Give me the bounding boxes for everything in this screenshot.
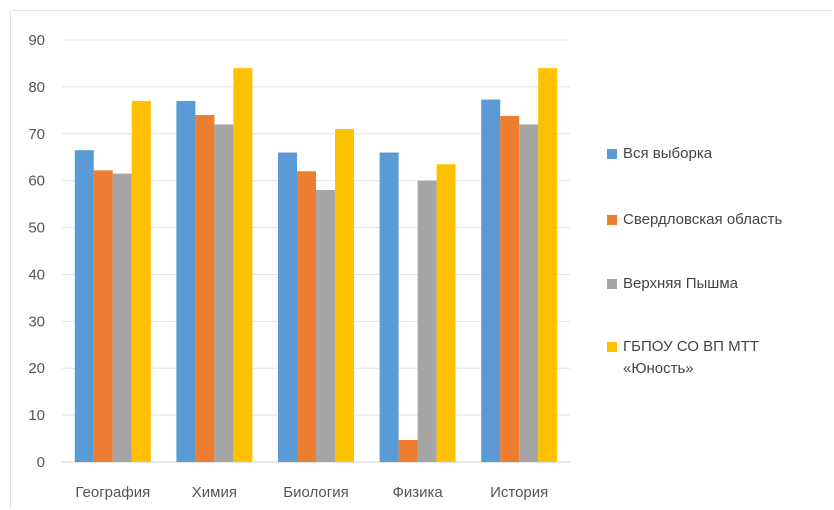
bar xyxy=(195,115,215,463)
legend-label-2: Верхняя Пышма xyxy=(623,275,738,292)
bar xyxy=(417,180,437,462)
legend-label-3: ГБПОУ СО ВП МТТ «Юность» xyxy=(623,338,759,377)
legend-item-2: Верхняя Пышма xyxy=(607,273,738,295)
bar xyxy=(335,129,354,463)
bar xyxy=(297,171,316,463)
bar xyxy=(74,150,94,462)
bar xyxy=(436,164,456,462)
bar xyxy=(316,190,335,463)
bar xyxy=(176,100,196,462)
bar xyxy=(538,68,558,462)
legend-swatch-2 xyxy=(607,279,617,289)
chart-frame xyxy=(10,10,832,508)
y-tick-label: 80 xyxy=(28,79,45,96)
bar-chart: 0 10 20 30 40 50 60 70 80 90 География Химия Биолог… xyxy=(28,32,570,501)
bar xyxy=(214,124,234,463)
y-tick-label: 20 xyxy=(28,360,45,377)
y-tick-label: 40 xyxy=(28,266,45,283)
x-tick-label: История xyxy=(490,484,548,501)
bars xyxy=(74,68,558,463)
bar xyxy=(519,124,539,463)
y-tick-label: 60 xyxy=(28,173,45,190)
legend-label-0: Вся выборка xyxy=(623,145,713,162)
y-tick-label: 10 xyxy=(28,407,45,424)
bar xyxy=(93,170,113,462)
x-tick-label: Химия xyxy=(192,484,237,501)
legend-swatch-1 xyxy=(607,215,617,225)
x-tick-label: География xyxy=(75,484,150,501)
bar xyxy=(278,152,297,463)
bar xyxy=(481,99,501,462)
y-tick-label: 0 xyxy=(37,454,45,471)
legend-item-3: ГБПОУ СО ВП МТТ «Юность» xyxy=(607,336,812,380)
legend-swatch-0 xyxy=(607,149,617,159)
x-tick-label: Физика xyxy=(392,484,443,501)
x-axis: География Химия Биология Физика История xyxy=(75,484,548,501)
bar xyxy=(233,68,253,462)
y-axis: 0 10 20 30 40 50 60 70 80 90 xyxy=(28,32,45,471)
x-tick-label: Биология xyxy=(283,484,348,501)
legend-item-1: Свердловская область xyxy=(607,209,782,231)
y-tick-label: 50 xyxy=(28,220,45,237)
y-tick-label: 90 xyxy=(28,32,45,49)
bar xyxy=(398,439,418,462)
legend-swatch-3 xyxy=(607,342,617,352)
bar xyxy=(500,115,520,463)
bar xyxy=(131,100,151,462)
bar xyxy=(112,173,132,462)
y-tick-label: 30 xyxy=(28,313,45,330)
legend-label-1: Свердловская область xyxy=(623,211,783,228)
legend-item-0: Вся выборка xyxy=(607,143,712,165)
bar xyxy=(379,152,399,463)
y-tick-label: 70 xyxy=(28,126,45,143)
